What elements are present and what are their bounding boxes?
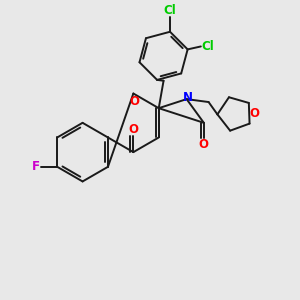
Text: O: O [130,95,140,108]
Text: Cl: Cl [201,40,214,53]
Text: O: O [199,138,209,151]
Text: Cl: Cl [164,4,176,17]
Text: O: O [250,107,260,120]
Text: F: F [32,160,40,173]
Text: N: N [183,91,193,104]
Text: O: O [128,123,138,136]
